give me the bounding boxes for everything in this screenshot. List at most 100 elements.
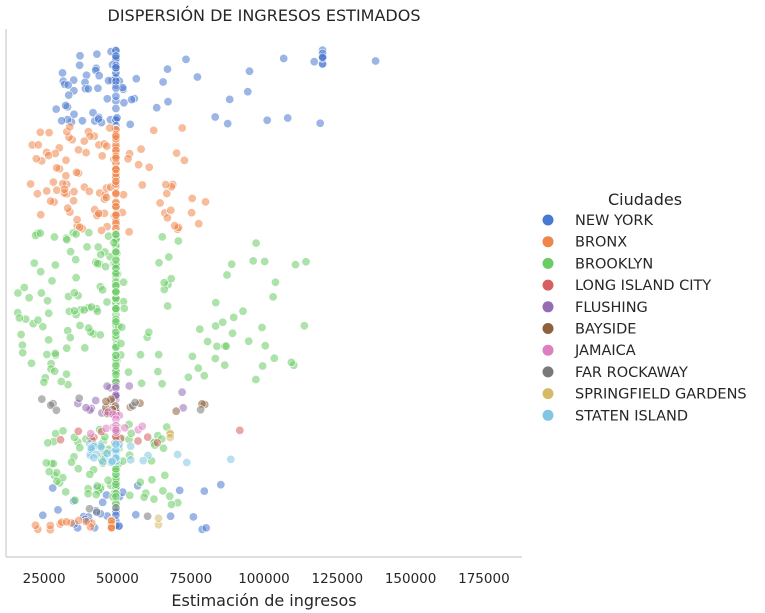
point-brooklyn <box>58 426 68 436</box>
legend-marker <box>542 301 554 313</box>
point-bronx <box>52 163 62 173</box>
point-brooklyn <box>62 235 72 245</box>
point-brooklyn <box>244 336 254 346</box>
point-bronx <box>161 180 171 190</box>
point-brooklyn <box>71 273 81 283</box>
point-brooklyn <box>157 232 167 242</box>
point-bronx <box>111 210 121 220</box>
legend-marker <box>542 366 554 378</box>
legend-label: NEW YORK <box>575 213 654 229</box>
point-bronx <box>26 179 36 189</box>
point-brooklyn <box>95 330 105 340</box>
point-brooklyn <box>111 230 121 240</box>
point-jamaica <box>111 425 121 435</box>
point-bronx <box>201 197 211 207</box>
point-brooklyn <box>103 475 113 485</box>
point-bronx <box>46 196 56 206</box>
point-new-york <box>112 113 122 123</box>
point-new-york <box>309 57 319 67</box>
point-new-york <box>83 84 93 94</box>
point-brooklyn <box>111 255 121 265</box>
point-brooklyn <box>166 274 176 284</box>
legend-marker <box>542 344 554 356</box>
point-new-york <box>119 98 129 108</box>
point-new-york <box>94 114 104 124</box>
point-brooklyn <box>251 374 261 384</box>
legend: Ciudades NEW YORK BRONX BROOKLYN LONG ISLAN… <box>542 190 747 424</box>
point-bronx <box>136 144 146 154</box>
point-brooklyn <box>260 341 270 351</box>
point-brooklyn <box>35 228 45 238</box>
point-brooklyn <box>183 372 193 382</box>
point-brooklyn <box>61 369 71 379</box>
point-brooklyn <box>221 341 231 351</box>
point-brooklyn <box>164 252 174 262</box>
point-bronx <box>172 148 182 158</box>
point-bronx <box>187 193 197 203</box>
point-bronx <box>155 198 165 208</box>
point-brooklyn <box>125 490 135 500</box>
point-bronx <box>45 520 55 530</box>
point-brooklyn <box>87 302 97 312</box>
point-far-rockaway <box>111 503 121 513</box>
point-brooklyn <box>93 259 103 269</box>
point-brooklyn <box>111 287 121 297</box>
point-brooklyn <box>82 242 92 252</box>
legend-label: BROOKLYN <box>575 256 653 272</box>
point-brooklyn <box>17 340 27 350</box>
x-tick-label: 25000 <box>23 571 66 587</box>
point-brooklyn <box>301 257 311 267</box>
point-long-island-city <box>152 438 162 448</box>
point-brooklyn <box>44 467 54 477</box>
point-new-york <box>223 119 233 129</box>
point-new-york <box>94 71 104 81</box>
point-staten-island <box>102 448 112 458</box>
point-brooklyn <box>268 292 278 302</box>
point-springfield-gardens <box>154 513 164 523</box>
point-far-rockaway <box>37 394 47 404</box>
point-new-york <box>210 112 220 122</box>
point-bronx <box>144 162 154 172</box>
point-flushing <box>91 395 101 405</box>
legend-marker <box>542 323 554 334</box>
point-new-york <box>111 91 121 101</box>
point-brooklyn <box>80 343 90 353</box>
point-brooklyn <box>212 341 222 351</box>
point-bronx <box>31 154 41 164</box>
point-bronx <box>111 153 121 163</box>
point-bronx <box>111 189 121 199</box>
legend-items: NEW YORK BRONX BROOKLYN LONG ISLAND CITY FLU… <box>542 213 747 424</box>
point-bronx <box>97 151 107 161</box>
point-staten-island <box>126 455 136 465</box>
point-new-york <box>63 80 73 90</box>
point-brooklyn <box>199 371 209 381</box>
point-long-island-city <box>73 426 83 436</box>
point-bronx <box>107 516 117 526</box>
point-bronx <box>123 154 133 164</box>
point-new-york <box>64 90 74 100</box>
chart-title: DISPERSIÓN DE INGRESOS ESTIMADOS <box>108 6 421 25</box>
point-staten-island <box>126 441 136 451</box>
point-new-york <box>111 104 121 114</box>
point-bronx <box>166 205 176 215</box>
point-brooklyn <box>211 321 221 331</box>
point-bronx <box>44 151 54 161</box>
point-bronx <box>69 196 79 206</box>
point-jamaica <box>137 421 147 431</box>
point-new-york <box>245 66 255 76</box>
point-new-york <box>318 52 328 62</box>
point-brooklyn <box>24 293 34 303</box>
point-new-york <box>111 83 121 93</box>
point-brooklyn <box>290 260 300 270</box>
point-new-york <box>92 49 102 59</box>
point-bronx <box>79 136 89 146</box>
point-brooklyn <box>222 270 232 280</box>
point-far-rockaway <box>196 405 206 415</box>
point-bronx <box>35 127 45 137</box>
point-brooklyn <box>260 256 270 266</box>
point-bronx <box>61 155 71 165</box>
point-brooklyn <box>71 255 81 265</box>
point-brooklyn <box>116 338 126 348</box>
point-far-rockaway <box>143 511 153 521</box>
point-far-rockaway <box>46 400 56 410</box>
